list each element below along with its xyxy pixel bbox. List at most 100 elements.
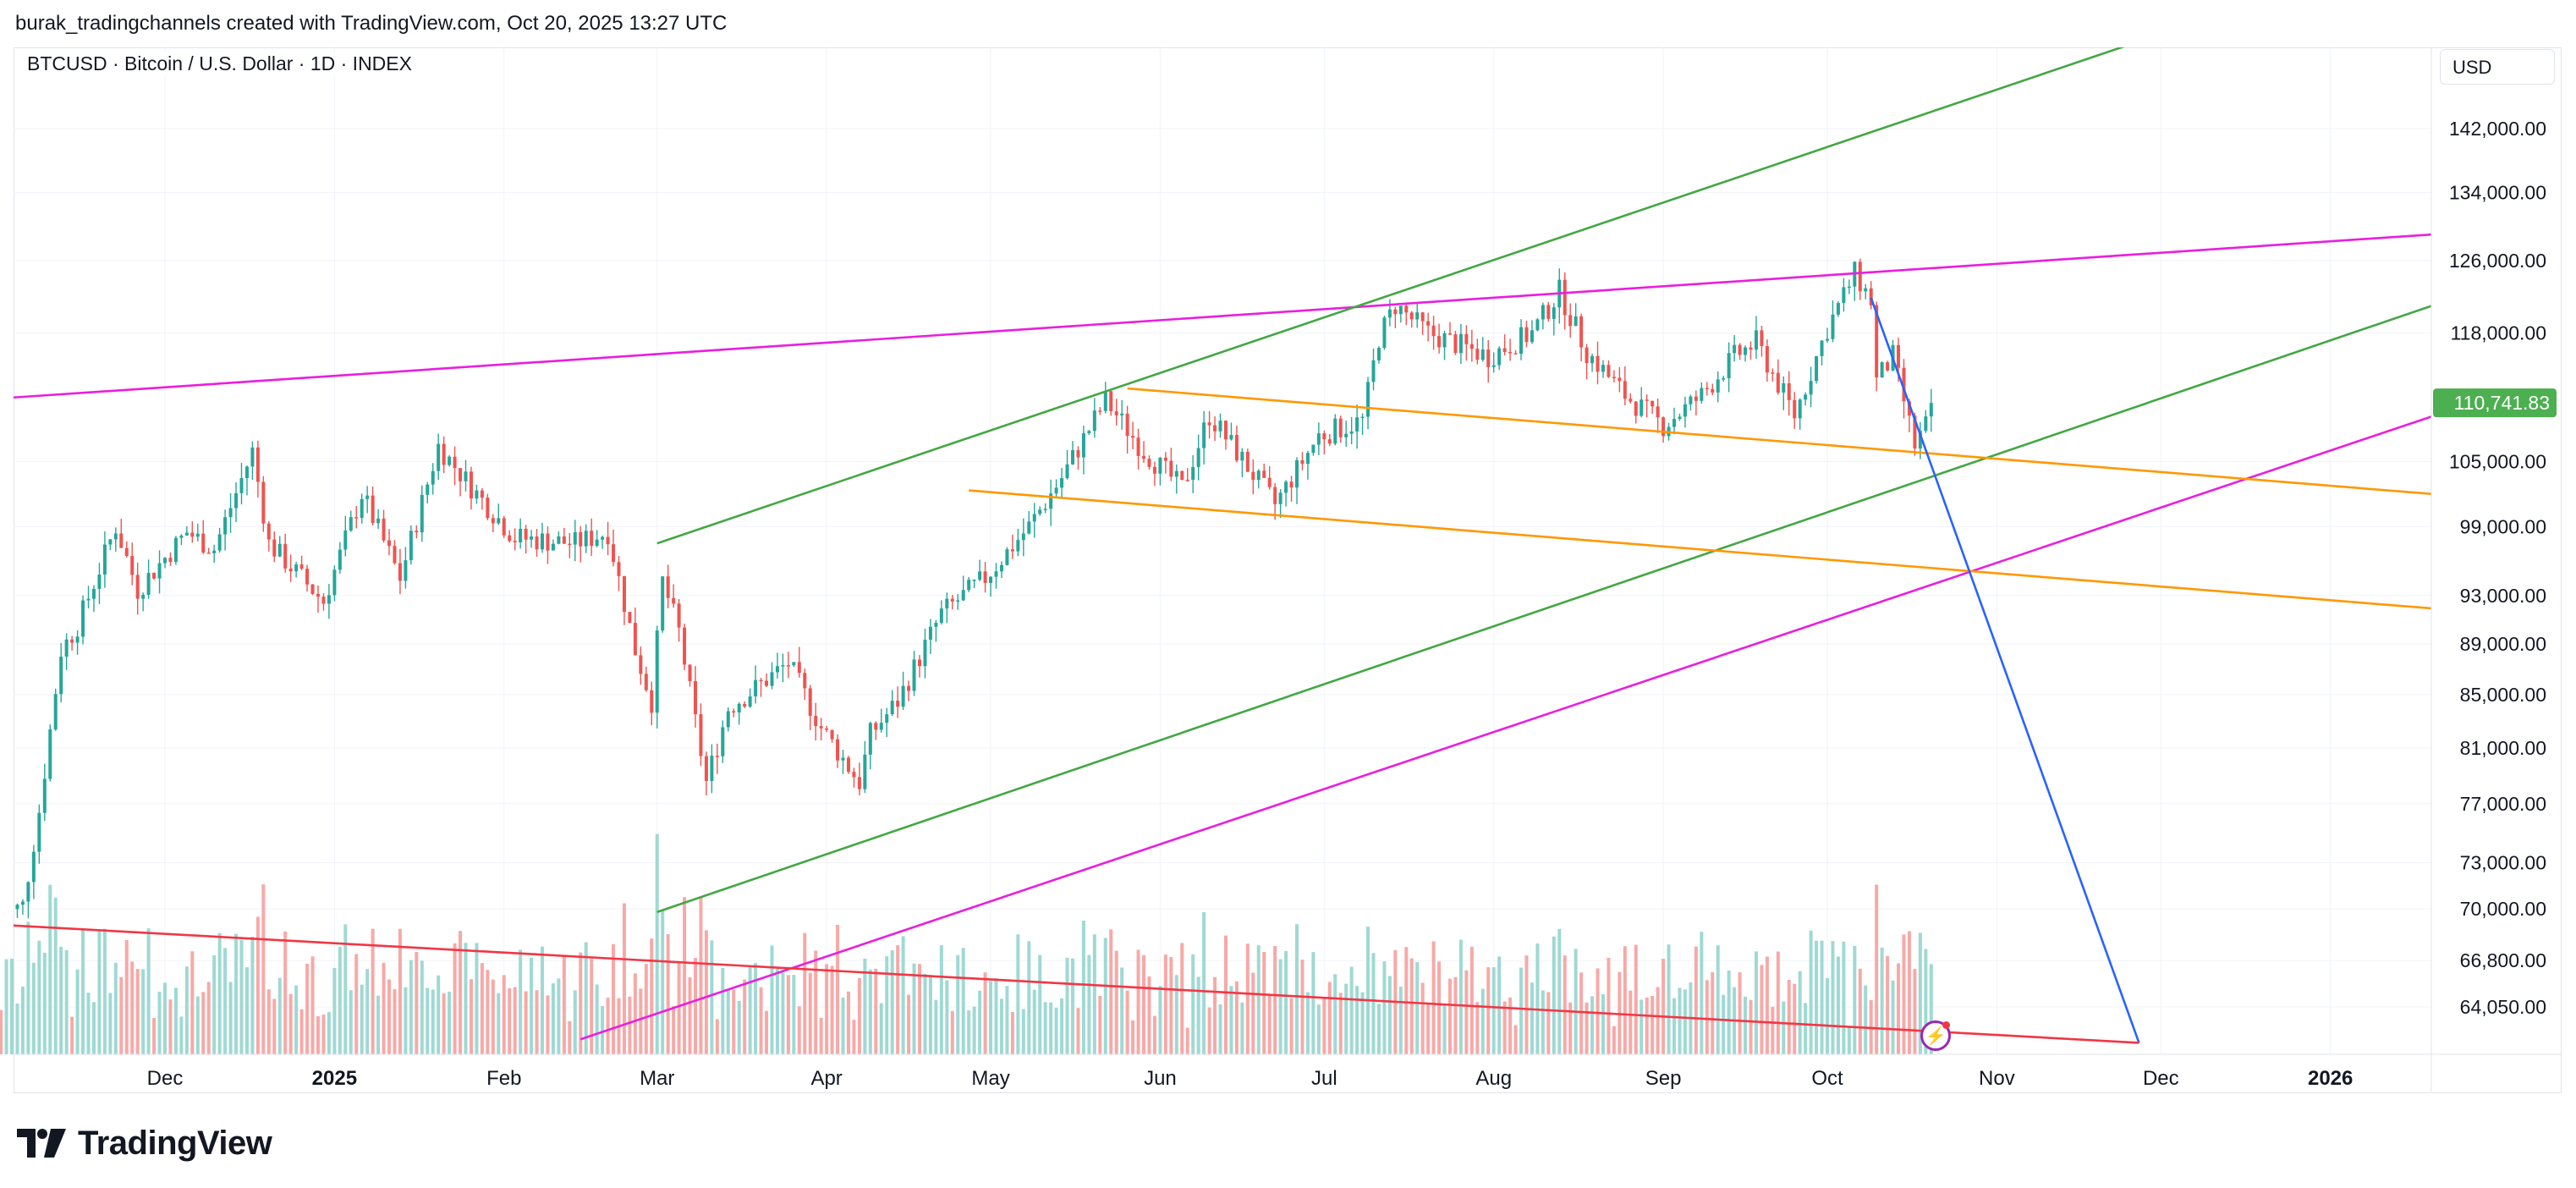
volume-bar [989, 981, 993, 1054]
volume-bar [108, 993, 113, 1054]
candle-body [1305, 453, 1310, 465]
candle-body [765, 680, 769, 686]
volume-bar [497, 993, 501, 1054]
volume-bar [1502, 1001, 1507, 1054]
candle-body [1229, 435, 1233, 440]
candle-body [404, 560, 408, 581]
candle-body [190, 532, 195, 537]
volume-bar [310, 956, 315, 1054]
volume-bar [179, 1016, 184, 1054]
last-price-badge [2433, 388, 2557, 418]
volume-bar [1360, 992, 1365, 1054]
volume-bar [1142, 954, 1146, 1054]
candle-body [1722, 378, 1726, 380]
candle-body [1475, 349, 1480, 360]
candle-body [568, 543, 572, 546]
candle-body [584, 531, 588, 547]
volume-bar [863, 958, 867, 1054]
volume-bar [1798, 971, 1802, 1054]
candle-body [961, 590, 965, 601]
candle-body [37, 812, 41, 852]
candle-body [1918, 431, 1922, 449]
time-tick-label: Feb [486, 1067, 521, 1090]
price-tick-label: 126,000.00 [2449, 250, 2546, 272]
candle-body [321, 597, 326, 604]
candle-body [459, 468, 463, 481]
candle-body [1776, 372, 1780, 393]
upper-magenta-resistance [14, 233, 2431, 399]
volume-bar [130, 961, 135, 1054]
volume-bar [97, 931, 102, 1054]
currency-selector[interactable]: USD [2440, 49, 2555, 85]
candle-body [508, 535, 512, 542]
candle-body [972, 580, 976, 581]
volume-bar [1131, 1020, 1135, 1054]
volume-bar [420, 960, 424, 1054]
candle-body [918, 659, 922, 667]
volume-bar [184, 966, 189, 1054]
candle-body [1349, 431, 1354, 434]
volume-bar [1213, 976, 1217, 1054]
candle-body [1552, 307, 1556, 319]
chart-frame [14, 47, 2562, 1093]
volume-bar [1858, 968, 1862, 1054]
price-tick-label: 134,000.00 [2449, 182, 2546, 204]
price-tick-label: 66,800.00 [2460, 949, 2546, 971]
candle-body [1590, 355, 1595, 364]
volume-bar [491, 979, 495, 1054]
candle-body [1661, 417, 1666, 437]
candle-body [999, 564, 1003, 572]
volume-bar [1513, 1025, 1518, 1054]
tradingview-logo[interactable]: TradingView [17, 1122, 272, 1164]
volume-bar [1049, 1002, 1053, 1054]
candle-body [868, 723, 872, 755]
candle-body [1694, 396, 1698, 401]
volume-bar [1754, 951, 1758, 1054]
volume-bar [91, 1002, 96, 1054]
volume-bar [1891, 980, 1895, 1054]
candle-body [228, 508, 233, 518]
candle-body [97, 575, 102, 589]
candle-body [622, 575, 626, 613]
candle-body [299, 564, 304, 569]
volume-bar [661, 910, 665, 1054]
candle-body [1437, 336, 1442, 348]
candle-body [502, 518, 506, 536]
candle-body [557, 536, 561, 544]
candle-body [857, 777, 861, 789]
volume-bar [978, 990, 982, 1054]
candle-body [1185, 479, 1189, 481]
candle-body [1929, 403, 1933, 417]
price-tick-label: 105,000.00 [2449, 451, 2546, 473]
time-tick-label: 2026 [2308, 1067, 2353, 1090]
volume-bar [901, 936, 905, 1054]
candle-body [184, 532, 189, 536]
volume-bar [1125, 990, 1129, 1054]
candle-body [206, 553, 211, 554]
volume-bar [841, 997, 845, 1054]
volume-bar [1366, 927, 1370, 1054]
volume-bar [431, 989, 435, 1054]
candle-body [732, 711, 736, 712]
volume-bar [1098, 996, 1102, 1054]
volume-bar [1322, 998, 1326, 1054]
volume-bar [934, 999, 938, 1054]
volume-bar [1585, 1002, 1589, 1054]
volume-bar [365, 969, 370, 1054]
price-tick-label: 142,000.00 [2449, 118, 2546, 140]
volume-bar [1355, 986, 1359, 1054]
volume-bar [721, 967, 725, 1054]
volume-bar [1765, 956, 1769, 1054]
volume-bar [1793, 983, 1797, 1054]
candle-body [108, 539, 113, 545]
volume-bar [469, 979, 473, 1054]
volume-bar [1469, 946, 1474, 1054]
tradingview-wordmark: TradingView [78, 1124, 272, 1162]
symbol-title[interactable]: BTCUSD · Bitcoin / U.S. Dollar · 1D · IN… [27, 52, 412, 75]
candle-body [1278, 492, 1283, 504]
lightning-icon[interactable]: ⚡ [1920, 1020, 1951, 1051]
volume-bar [81, 929, 85, 1054]
candle-body [1902, 367, 1906, 402]
candle-body [1196, 448, 1200, 467]
